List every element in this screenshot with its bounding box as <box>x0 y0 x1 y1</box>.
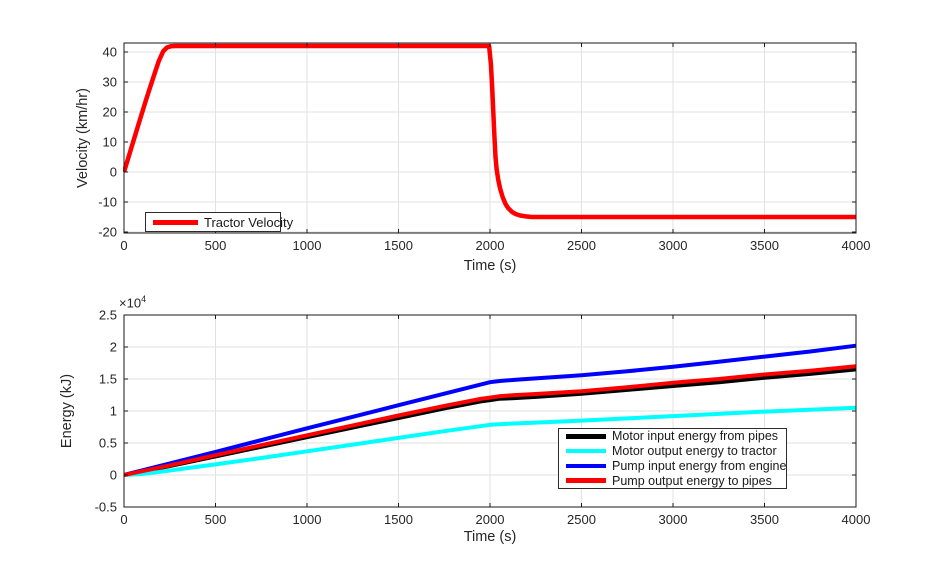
multiplier-exponent: 4 <box>141 294 147 304</box>
series-pump-output-energy-to-pipes <box>123 364 857 477</box>
x-tick-label: 4000 <box>842 238 871 253</box>
energy-axis-multiplier: ×104 <box>119 294 146 310</box>
x-tick-label: 3000 <box>659 238 688 253</box>
y-tick-label: -0.5 <box>95 500 117 515</box>
y-tick-label: 2 <box>110 340 117 355</box>
x-tick-label: 1500 <box>384 512 413 527</box>
chart-velocity: 0 500 1000 1500 2000 2500 3000 3500 4000 -20 -10 0 1… <box>98 42 871 253</box>
legend-label: Pump input energy from engine <box>612 458 787 473</box>
y-tick-label: 1 <box>110 404 117 419</box>
velocity-legend: Tractor Velocity <box>145 212 293 232</box>
x-tick-label: 0 <box>120 238 127 253</box>
series-tractor-velocity <box>123 43 856 220</box>
energy-x-axis-label: Time (s) <box>463 529 517 545</box>
x-tick-label: 1000 <box>293 238 322 253</box>
x-tick-label: 0 <box>120 512 127 527</box>
legend-line-sample <box>153 219 198 225</box>
y-tick-label: 0 <box>110 468 117 483</box>
legend-item-pump-input: Pump input energy from engine <box>559 459 786 474</box>
legend-item-motor-input: Motor input energy from pipes <box>559 429 786 444</box>
legend-line-sample <box>566 434 606 439</box>
legend-item-tractor-velocity: Tractor Velocity <box>146 213 293 231</box>
y-tick-label: 30 <box>103 75 117 90</box>
x-tick-label: 2000 <box>476 238 505 253</box>
y-tick-label: 0 <box>110 165 117 180</box>
y-tick-label: 40 <box>103 45 117 60</box>
legend-item-pump-output: Pump output energy to pipes <box>559 473 786 488</box>
energy-legend: Motor input energy from pipes Motor outp… <box>558 428 787 489</box>
x-tick-label: 2500 <box>567 238 596 253</box>
x-tick-label: 3500 <box>750 238 779 253</box>
energy-y-axis-label: Energy (kJ) <box>59 373 75 449</box>
y-tick-label: 0.5 <box>99 436 117 451</box>
legend-label: Tractor Velocity <box>204 214 294 230</box>
x-tick-label: 1000 <box>293 512 322 527</box>
velocity-x-axis-label: Time (s) <box>463 258 517 274</box>
legend-label: Pump output energy to pipes <box>612 473 772 488</box>
y-tick-label: 1.5 <box>99 372 117 387</box>
chart-energy: 0 500 1000 1500 2000 2500 3000 3500 4000-0.500.5… <box>95 308 871 528</box>
legend-line-sample <box>566 478 606 483</box>
x-tick-label: 3000 <box>659 512 688 527</box>
y-tick-label: -20 <box>98 225 117 240</box>
series-motor-output-energy-to-tractor <box>123 405 857 477</box>
x-tick-label: 500 <box>205 512 227 527</box>
legend-line-sample <box>566 463 606 469</box>
velocity-y-axis-label: Velocity (km/hr) <box>75 88 91 188</box>
y-tick-label: -10 <box>98 195 117 210</box>
x-tick-label: 2500 <box>567 512 596 527</box>
x-tick-label: 3500 <box>750 512 779 527</box>
y-tick-label: 20 <box>103 105 117 120</box>
legend-label: Motor output energy to tractor <box>612 444 777 459</box>
legend-item-motor-output: Motor output energy to tractor <box>559 444 786 459</box>
multiplier-base: ×10 <box>119 295 142 311</box>
legend-label: Motor input energy from pipes <box>612 429 779 444</box>
series-pump-input-energy-from-engine <box>123 343 857 477</box>
x-tick-label: 4000 <box>842 512 871 527</box>
legend-line-sample <box>566 448 606 454</box>
x-tick-label: 500 <box>205 238 227 253</box>
x-tick-label: 1500 <box>384 238 413 253</box>
x-tick-label: 2000 <box>476 512 505 527</box>
y-tick-label: 10 <box>103 135 117 150</box>
y-tick-label: 2.5 <box>99 308 117 323</box>
